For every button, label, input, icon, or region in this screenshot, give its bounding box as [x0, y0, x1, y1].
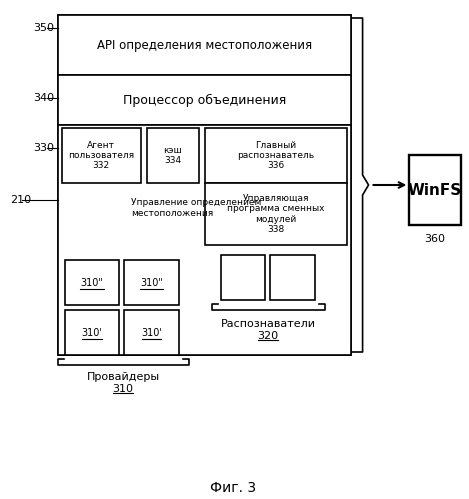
Text: Агент
пользователя
332: Агент пользователя 332 — [68, 141, 135, 170]
Text: Управление определением
местоположения: Управление определением местоположения — [131, 198, 262, 218]
Text: API определения местоположения: API определения местоположения — [97, 38, 312, 51]
FancyBboxPatch shape — [124, 260, 179, 305]
Text: 310': 310' — [141, 327, 162, 337]
FancyBboxPatch shape — [58, 125, 351, 355]
FancyBboxPatch shape — [147, 128, 199, 183]
Text: 330: 330 — [33, 143, 54, 153]
FancyBboxPatch shape — [58, 15, 351, 75]
Text: 340: 340 — [33, 93, 54, 103]
Text: Распознаватели: Распознаватели — [221, 319, 316, 329]
FancyBboxPatch shape — [204, 128, 347, 183]
FancyBboxPatch shape — [58, 75, 351, 125]
Text: WinFS: WinFS — [408, 183, 462, 198]
Text: Фиг. 3: Фиг. 3 — [211, 481, 257, 495]
Text: Главный
распознаватель
336: Главный распознаватель 336 — [237, 141, 314, 170]
FancyBboxPatch shape — [61, 128, 141, 183]
Text: 310": 310" — [81, 277, 103, 287]
Text: 210: 210 — [10, 195, 31, 205]
Text: 310': 310' — [82, 327, 102, 337]
FancyBboxPatch shape — [270, 255, 315, 300]
FancyBboxPatch shape — [204, 183, 347, 245]
Text: 360: 360 — [424, 234, 446, 244]
FancyBboxPatch shape — [124, 310, 179, 355]
FancyBboxPatch shape — [58, 15, 351, 355]
FancyBboxPatch shape — [65, 310, 119, 355]
FancyBboxPatch shape — [220, 255, 265, 300]
Text: Процессор объединения: Процессор объединения — [122, 93, 286, 107]
Text: 310: 310 — [113, 384, 134, 394]
FancyBboxPatch shape — [65, 260, 119, 305]
FancyBboxPatch shape — [409, 155, 461, 225]
Text: 310": 310" — [140, 277, 163, 287]
Text: Управляющая
программа сменных
модулей
338: Управляющая программа сменных модулей 33… — [227, 194, 325, 234]
Text: 320: 320 — [257, 331, 279, 341]
Text: 350: 350 — [33, 23, 54, 33]
Text: кэш
334: кэш 334 — [164, 146, 182, 165]
Text: Провайдеры: Провайдеры — [87, 372, 160, 382]
